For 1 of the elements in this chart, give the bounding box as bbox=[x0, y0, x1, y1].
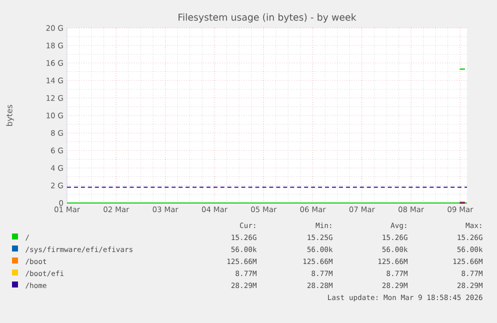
chart-title: Filesystem usage (in bytes) - by week bbox=[178, 13, 356, 23]
